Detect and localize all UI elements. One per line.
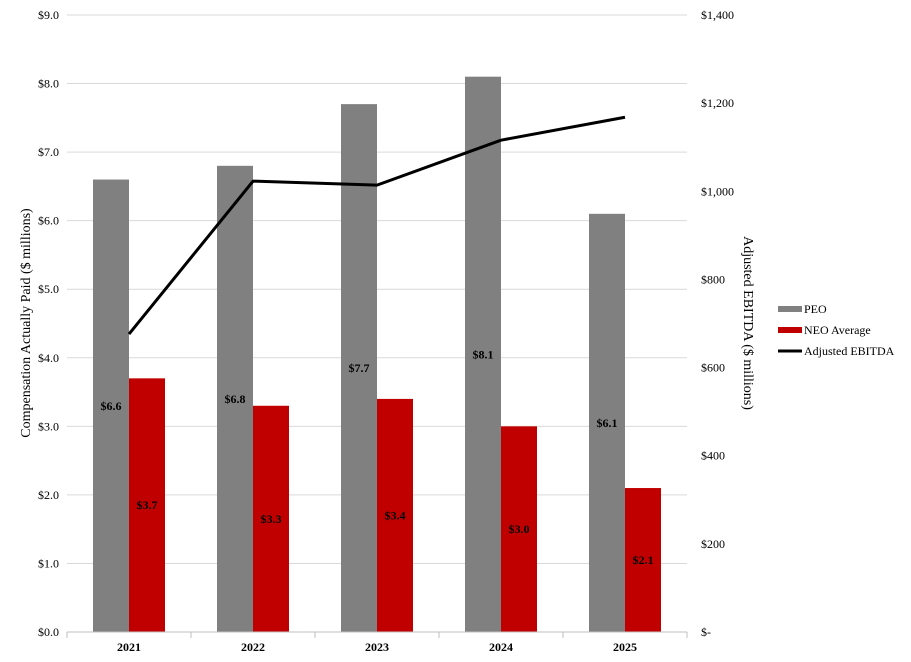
y-tick-label: $5.0 — [38, 282, 59, 296]
axes: $0.0 $1.0 $2.0 $3.0 $4.0 $5.0 $6.0 $7.0 $8.0 $9.0… — [38, 8, 734, 654]
data-label: $3.7 — [137, 498, 158, 512]
bar-neo-average — [501, 426, 537, 632]
data-label: $3.4 — [385, 508, 406, 522]
x-tick-label: 2023 — [365, 640, 389, 654]
x-tick-label: 2022 — [241, 640, 265, 654]
data-label: $2.1 — [633, 553, 654, 567]
bar-peo — [465, 76, 501, 632]
y2-tick-label: $- — [701, 625, 711, 639]
data-label: $3.0 — [509, 522, 530, 536]
legend-label: NEO Average — [804, 323, 871, 337]
data-label: $3.3 — [261, 512, 282, 526]
y-tick-label: $8.0 — [38, 77, 59, 91]
y-tick-label: $9.0 — [38, 8, 59, 22]
y2-tick-label: $1,200 — [701, 96, 734, 110]
bar-peo — [93, 179, 129, 633]
bar-neo-average — [377, 398, 413, 632]
y-tick-label: $4.0 — [38, 351, 59, 365]
ebitda-line-group — [127, 115, 626, 336]
bar-neo-average — [253, 405, 289, 632]
bar-neo-average — [129, 378, 165, 632]
y2-tick-label: $1,000 — [701, 184, 734, 198]
data-label: $6.8 — [225, 392, 246, 406]
y-axis-title: Compensation Actually Paid ($ millions) — [19, 208, 34, 438]
data-label: $6.1 — [597, 416, 618, 430]
y2-tick-label: $200 — [701, 537, 725, 551]
x-tick-label: 2025 — [613, 640, 637, 654]
y2-tick-label: $800 — [701, 272, 725, 286]
bars — [93, 76, 661, 633]
x-tick-label: 2024 — [489, 640, 513, 654]
bar-peo — [341, 104, 377, 633]
y2-tick-label: $400 — [701, 449, 725, 463]
y2-tick-label: $1,400 — [701, 8, 734, 22]
y-tick-label: $1.0 — [38, 556, 59, 570]
bar-neo-average — [625, 488, 661, 632]
legend: PEO NEO Average Adjusted EBITDA — [778, 302, 895, 358]
y-tick-label: $3.0 — [38, 419, 59, 433]
data-label: $6.6 — [101, 399, 122, 413]
x-tick-label: 2021 — [117, 640, 141, 654]
y-tick-label: $6.0 — [38, 214, 59, 228]
y2-axis-title: Adjusted EBITDA ($ millions) — [740, 236, 755, 410]
y-tick-label: $2.0 — [38, 488, 59, 502]
y2-tick-label: $600 — [701, 361, 725, 375]
data-label: $8.1 — [473, 347, 494, 361]
y-tick-label: $7.0 — [38, 145, 59, 159]
bar-peo — [217, 165, 253, 633]
legend-swatch — [778, 306, 802, 312]
y-tick-label: $0.0 — [38, 625, 59, 639]
data-label: $7.7 — [349, 361, 370, 375]
data-labels: $6.6 $6.8 $7.7 $8.1 $6.1 $3.7 $3.3 $3.4 $3.0 $2.1 — [101, 347, 654, 567]
legend-label: PEO — [804, 302, 827, 316]
bar-peo — [589, 213, 625, 633]
legend-swatch — [778, 327, 802, 333]
legend-label: Adjusted EBITDA — [804, 344, 895, 358]
